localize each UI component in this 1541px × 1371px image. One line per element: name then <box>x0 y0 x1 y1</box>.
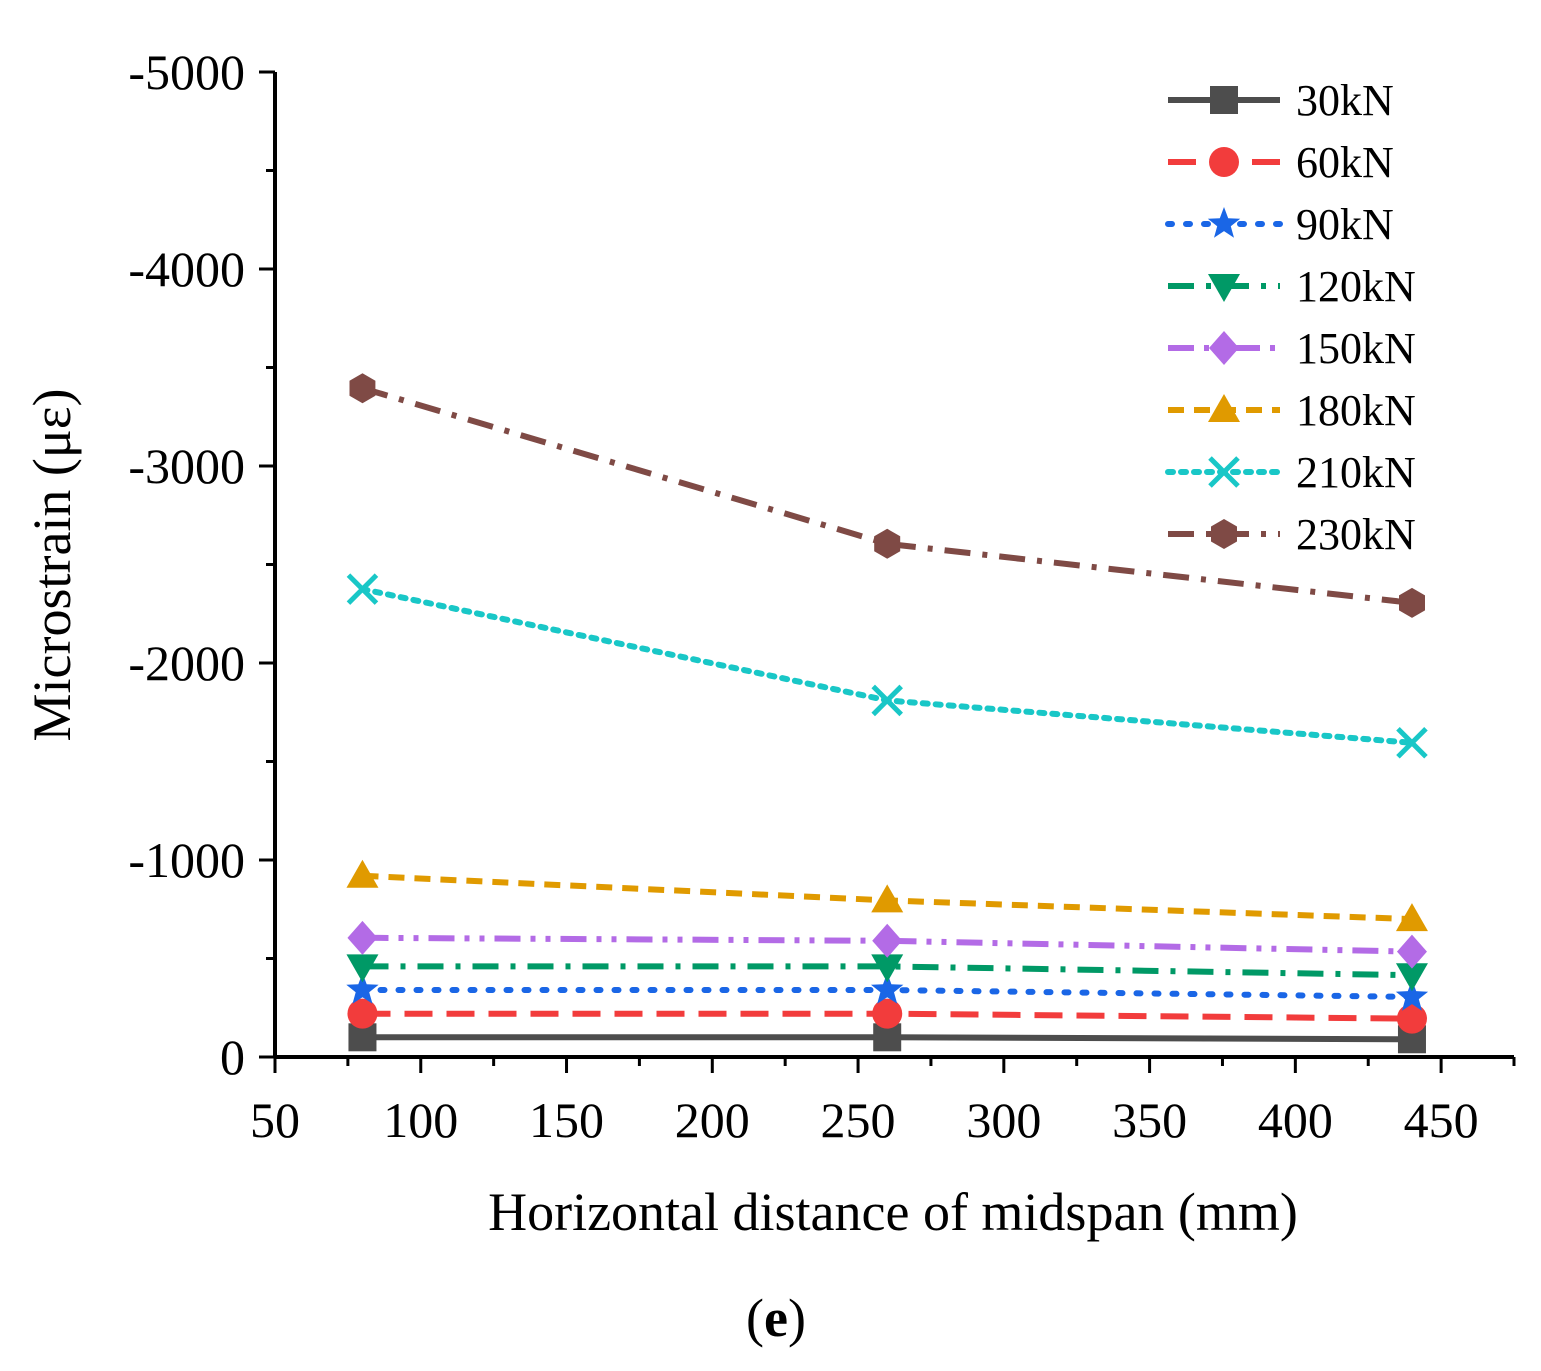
legend-label: 60kN <box>1296 138 1394 187</box>
data-point <box>1399 587 1425 618</box>
series-150kN <box>347 920 1427 969</box>
panel-label-letter: e <box>764 1288 788 1348</box>
data-point <box>871 954 904 983</box>
data-point <box>1395 963 1428 992</box>
y-tick-label: -4000 <box>128 241 245 297</box>
legend-entry: 180kN <box>1168 386 1416 435</box>
data-point <box>1395 903 1428 932</box>
y-axis-title: Microstrain (με) <box>22 388 82 741</box>
series-line <box>359 586 1415 746</box>
data-point <box>1396 1003 1427 1034</box>
panel-label: (e) <box>746 1288 806 1348</box>
data-point <box>346 573 379 605</box>
y-tick-label: -2000 <box>128 635 245 691</box>
data-point <box>871 884 904 913</box>
legend-label: 180kN <box>1296 386 1416 435</box>
series-180kN <box>346 859 1428 932</box>
x-tick-label: 350 <box>1112 1092 1187 1148</box>
legend-entry: 30kN <box>1168 76 1394 125</box>
legend-marker <box>1209 147 1239 177</box>
legend-marker <box>1207 207 1241 238</box>
x-tick-label: 200 <box>675 1092 750 1148</box>
x-tick-label: 100 <box>383 1092 458 1148</box>
legend-entry: 210kN <box>1165 448 1416 497</box>
series-120kN <box>346 954 1428 992</box>
legend-label: 230kN <box>1296 510 1416 559</box>
x-tick-label: 300 <box>966 1092 1041 1148</box>
legend-entry: 60kN <box>1168 138 1394 187</box>
legend-marker <box>1211 519 1237 549</box>
panel-label-close: ) <box>788 1288 806 1348</box>
series-60kN <box>347 998 1427 1034</box>
x-tick-label: 50 <box>250 1092 300 1148</box>
legend-marker <box>1210 86 1238 114</box>
axes: 50 100 150 200 250 300 350 400 450 0 -1000 -2000 -30… <box>128 44 1516 1148</box>
legend-marker <box>1209 331 1239 365</box>
data-point <box>871 973 904 1004</box>
legend-marker <box>1208 274 1240 302</box>
legend-label: 30kN <box>1296 76 1394 125</box>
legend-entry: 230kN <box>1168 510 1416 559</box>
legend-entry: 150kN <box>1168 324 1416 373</box>
series-line <box>362 934 1413 955</box>
y-tick-label: -1000 <box>128 832 245 888</box>
x-tick-label: 250 <box>821 1092 896 1148</box>
series-line <box>361 385 1413 606</box>
legend-label: 90kN <box>1296 200 1394 249</box>
y-tick-label: -5000 <box>128 44 245 100</box>
legend-marker <box>1208 394 1240 422</box>
data-point <box>1396 727 1428 759</box>
x-tick-label: 400 <box>1258 1092 1333 1148</box>
data-point <box>872 998 903 1029</box>
y-tick-label: -3000 <box>128 438 245 494</box>
legend-label: 120kN <box>1296 262 1416 311</box>
y-tick-label: 0 <box>220 1029 245 1085</box>
data-point <box>874 528 901 559</box>
series-line <box>362 963 1413 979</box>
legend-entry: 90kN <box>1165 200 1394 249</box>
series-230kN <box>349 373 1425 618</box>
data-point <box>1396 934 1427 969</box>
series-90kN <box>346 973 1429 1011</box>
data-point <box>1395 979 1429 1011</box>
data-point <box>346 973 379 1004</box>
data-point <box>346 859 379 888</box>
data-point <box>347 998 378 1029</box>
data-point <box>872 923 903 958</box>
panel-label-open: ( <box>746 1288 764 1348</box>
legend: 30kN 60kN 90kN 120kN 150kN 180kN 210kN 230kN <box>1165 76 1416 559</box>
x-tick-label: 150 <box>529 1092 604 1148</box>
series-210kN <box>346 573 1428 759</box>
series-layer <box>346 373 1429 1054</box>
legend-entry: 120kN <box>1168 262 1416 311</box>
data-point <box>871 684 903 717</box>
x-tick-label: 450 <box>1404 1092 1479 1148</box>
legend-marker <box>1208 456 1240 488</box>
data-point <box>347 920 378 955</box>
data-point <box>349 373 376 404</box>
legend-label: 210kN <box>1296 448 1416 497</box>
data-point <box>346 954 379 983</box>
legend-label: 150kN <box>1296 324 1416 373</box>
x-axis-title: Horizontal distance of midspan (mm) <box>488 1182 1298 1242</box>
